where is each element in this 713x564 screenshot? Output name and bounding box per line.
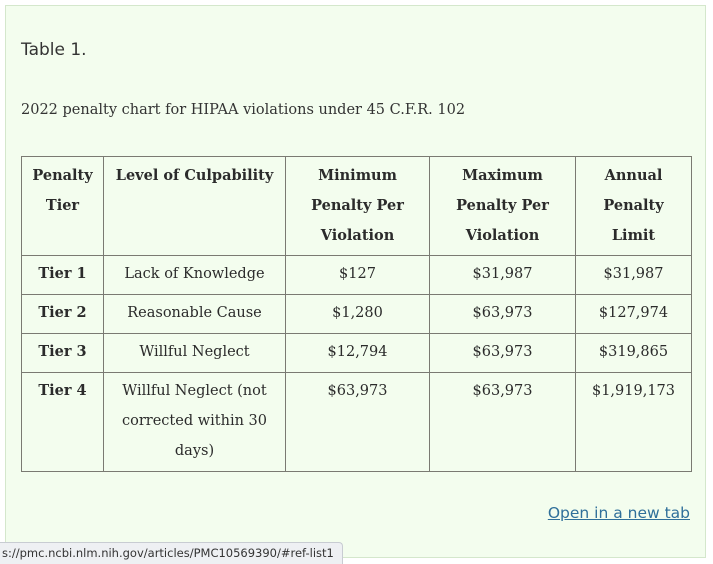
culpability-cell: Willful Neglect (not corrected within 30… — [103, 372, 286, 472]
maximum-penalty-cell: $63,973 — [429, 333, 576, 373]
minimum-penalty-cell: $12,794 — [285, 333, 430, 373]
header-minimum-penalty: Minimum Penalty Per Violation — [285, 156, 430, 256]
header-annual-limit: Annual Penalty Limit — [575, 156, 692, 256]
table-header-row: Penalty Tier Level of Culpability Minimu… — [21, 156, 692, 256]
table-row: Tier 2 Reasonable Cause $1,280 $63,973 $… — [21, 294, 692, 334]
minimum-penalty-cell: $63,973 — [285, 372, 430, 472]
tier-cell: Tier 3 — [21, 333, 104, 373]
minimum-penalty-cell: $1,280 — [285, 294, 430, 334]
header-level-of-culpability: Level of Culpability — [103, 156, 286, 256]
annual-limit-cell: $127,974 — [575, 294, 692, 334]
table-row: Tier 3 Willful Neglect $12,794 $63,973 $… — [21, 333, 692, 373]
open-in-new-tab-link[interactable]: Open in a new tab — [547, 504, 690, 522]
table-panel: Table 1. 2022 penalty chart for HIPAA vi… — [5, 5, 706, 558]
annual-limit-cell: $319,865 — [575, 333, 692, 373]
penalty-table: Penalty Tier Level of Culpability Minimu… — [21, 156, 692, 472]
tier-cell: Tier 1 — [21, 255, 104, 295]
table-row: Tier 1 Lack of Knowledge $127 $31,987 $3… — [21, 255, 692, 295]
table-label: Table 1. — [21, 40, 87, 60]
header-maximum-penalty: Maximum Penalty Per Violation — [429, 156, 576, 256]
culpability-cell: Lack of Knowledge — [103, 255, 286, 295]
maximum-penalty-cell: $63,973 — [429, 294, 576, 334]
culpability-cell: Willful Neglect — [103, 333, 286, 373]
header-penalty-tier: Penalty Tier — [21, 156, 104, 256]
annual-limit-cell: $1,919,173 — [575, 372, 692, 472]
tier-cell: Tier 2 — [21, 294, 104, 334]
status-bar-url: s://pmc.ncbi.nlm.nih.gov/articles/PMC105… — [0, 542, 343, 564]
table-caption: 2022 penalty chart for HIPAA violations … — [21, 102, 466, 118]
tier-cell: Tier 4 — [21, 372, 104, 472]
culpability-cell: Reasonable Cause — [103, 294, 286, 334]
table-row: Tier 4 Willful Neglect (not corrected wi… — [21, 372, 692, 472]
annual-limit-cell: $31,987 — [575, 255, 692, 295]
maximum-penalty-cell: $31,987 — [429, 255, 576, 295]
minimum-penalty-cell: $127 — [285, 255, 430, 295]
maximum-penalty-cell: $63,973 — [429, 372, 576, 472]
